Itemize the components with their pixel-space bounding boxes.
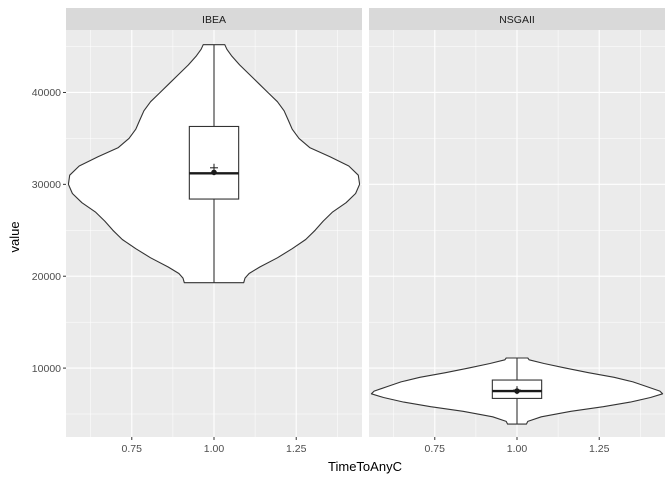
y-tick-label: 10000: [32, 363, 61, 375]
facet-strip: [66, 8, 362, 30]
mean-point: [211, 169, 217, 176]
y-tick-label: 20000: [32, 271, 61, 283]
facet-strip: [369, 8, 665, 30]
x-tick-label: 0.75: [122, 443, 143, 455]
facet-strip-label: NSGAII: [499, 14, 535, 26]
x-tick-label: 1.00: [507, 443, 528, 455]
panel-ibea: IBEA: [66, 8, 362, 437]
y-tick-label: 30000: [32, 179, 61, 191]
x-tick-label: 0.75: [425, 443, 446, 455]
x-axis-title: TimeToAnyC: [328, 459, 402, 474]
x-tick-label: 1.25: [286, 443, 307, 455]
x-tick-label: 1.00: [204, 443, 225, 455]
y-tick-label: 40000: [32, 87, 61, 99]
panel-nsgaii: NSGAII: [369, 8, 665, 437]
x-tick-label: 1.25: [589, 443, 610, 455]
y-axis-title: value: [7, 221, 22, 252]
box-iqr: [188, 125, 240, 200]
y-axis: 10000 20000 30000 40000: [32, 87, 66, 375]
mean-point: [514, 388, 520, 394]
facet-strip-label: IBEA: [202, 14, 226, 26]
panels: IBEA NSGAII: [66, 8, 665, 437]
x-axis: 0.75 1.00 1.25 0.75 1.00 1.25: [122, 437, 610, 455]
